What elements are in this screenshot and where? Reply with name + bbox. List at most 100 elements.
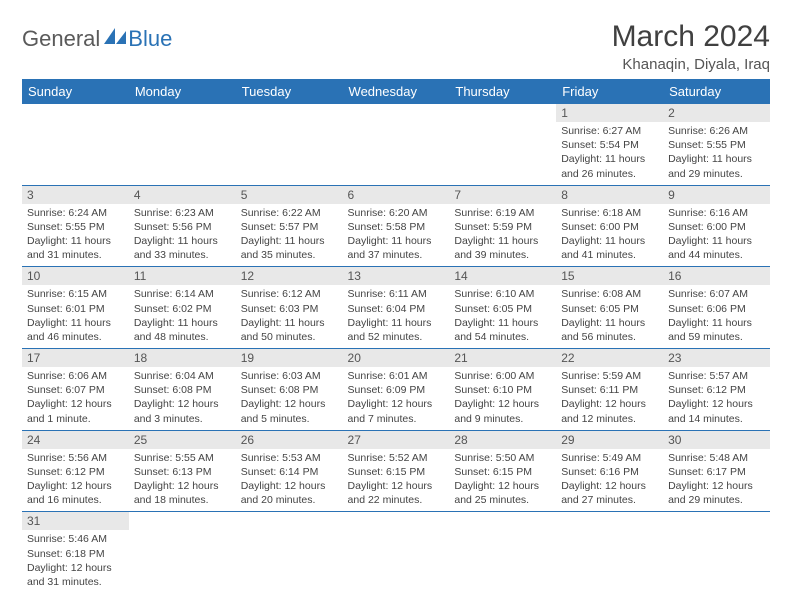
day-number-cell: 18 xyxy=(129,349,236,368)
day-header-row: Sunday Monday Tuesday Wednesday Thursday… xyxy=(22,79,770,104)
day-details-cell: Sunrise: 6:01 AMSunset: 6:09 PMDaylight:… xyxy=(343,367,450,430)
week-details-row: Sunrise: 6:15 AMSunset: 6:01 PMDaylight:… xyxy=(22,285,770,348)
day-detail-line: Sunrise: 5:57 AM xyxy=(668,369,765,383)
header-monday: Monday xyxy=(129,79,236,104)
day-detail-line: and 20 minutes. xyxy=(241,493,338,507)
day-detail-line: Daylight: 12 hours xyxy=(27,561,124,575)
day-detail-line: Sunset: 6:07 PM xyxy=(27,383,124,397)
day-details-cell: Sunrise: 6:27 AMSunset: 5:54 PMDaylight:… xyxy=(556,122,663,185)
day-detail-line: Sunset: 6:04 PM xyxy=(348,302,445,316)
day-detail-line: Sunrise: 6:18 AM xyxy=(561,206,658,220)
day-detail-line: Daylight: 12 hours xyxy=(454,397,551,411)
day-number-cell: 26 xyxy=(236,430,343,449)
day-detail-line: Sunset: 6:16 PM xyxy=(561,465,658,479)
day-details-cell xyxy=(236,122,343,185)
day-detail-line: Sunset: 6:03 PM xyxy=(241,302,338,316)
day-details-cell xyxy=(22,122,129,185)
day-details-cell: Sunrise: 6:03 AMSunset: 6:08 PMDaylight:… xyxy=(236,367,343,430)
logo-sail-icon xyxy=(104,28,126,44)
day-detail-line: Daylight: 11 hours xyxy=(134,316,231,330)
day-number-cell: 5 xyxy=(236,185,343,204)
day-details-cell: Sunrise: 6:18 AMSunset: 6:00 PMDaylight:… xyxy=(556,204,663,267)
day-detail-line: Daylight: 12 hours xyxy=(27,397,124,411)
day-detail-line: Sunrise: 5:49 AM xyxy=(561,451,658,465)
day-details-cell: Sunrise: 6:04 AMSunset: 6:08 PMDaylight:… xyxy=(129,367,236,430)
day-detail-line: and 25 minutes. xyxy=(454,493,551,507)
day-detail-line: Sunset: 5:59 PM xyxy=(454,220,551,234)
week-number-row: 3456789 xyxy=(22,185,770,204)
day-detail-line: Sunrise: 5:59 AM xyxy=(561,369,658,383)
day-details-cell: Sunrise: 6:11 AMSunset: 6:04 PMDaylight:… xyxy=(343,285,450,348)
day-details-cell: Sunrise: 6:19 AMSunset: 5:59 PMDaylight:… xyxy=(449,204,556,267)
day-detail-line: Daylight: 11 hours xyxy=(668,152,765,166)
week-number-row: 24252627282930 xyxy=(22,430,770,449)
day-detail-line: and 5 minutes. xyxy=(241,412,338,426)
day-detail-line: Daylight: 11 hours xyxy=(454,234,551,248)
day-number-cell xyxy=(129,104,236,122)
day-detail-line: Sunset: 6:12 PM xyxy=(27,465,124,479)
day-detail-line: Sunrise: 6:07 AM xyxy=(668,287,765,301)
day-detail-line: Daylight: 11 hours xyxy=(134,234,231,248)
day-detail-line: Daylight: 11 hours xyxy=(561,152,658,166)
day-detail-line: Sunset: 6:00 PM xyxy=(668,220,765,234)
day-detail-line: Daylight: 12 hours xyxy=(134,397,231,411)
day-detail-line: Sunrise: 6:22 AM xyxy=(241,206,338,220)
day-detail-line: Sunset: 6:10 PM xyxy=(454,383,551,397)
day-detail-line: Daylight: 11 hours xyxy=(561,234,658,248)
day-number-cell: 20 xyxy=(343,349,450,368)
day-detail-line: Sunset: 5:58 PM xyxy=(348,220,445,234)
day-detail-line: Sunrise: 5:55 AM xyxy=(134,451,231,465)
day-detail-line: Sunset: 5:55 PM xyxy=(27,220,124,234)
day-detail-line: and 22 minutes. xyxy=(348,493,445,507)
day-detail-line: Sunset: 6:15 PM xyxy=(454,465,551,479)
day-detail-line: and 27 minutes. xyxy=(561,493,658,507)
day-detail-line: and 31 minutes. xyxy=(27,248,124,262)
day-detail-line: and 52 minutes. xyxy=(348,330,445,344)
day-detail-line: Sunrise: 6:26 AM xyxy=(668,124,765,138)
day-detail-line: Sunset: 6:00 PM xyxy=(561,220,658,234)
day-detail-line: Sunset: 6:14 PM xyxy=(241,465,338,479)
day-detail-line: Daylight: 12 hours xyxy=(561,479,658,493)
day-detail-line: and 59 minutes. xyxy=(668,330,765,344)
day-detail-line: and 16 minutes. xyxy=(27,493,124,507)
day-detail-line: and 14 minutes. xyxy=(668,412,765,426)
day-detail-line: and 29 minutes. xyxy=(668,493,765,507)
day-detail-line: Sunrise: 5:50 AM xyxy=(454,451,551,465)
month-title: March 2024 xyxy=(612,20,770,54)
day-number-cell: 1 xyxy=(556,104,663,122)
day-detail-line: Sunset: 6:12 PM xyxy=(668,383,765,397)
header-friday: Friday xyxy=(556,79,663,104)
day-detail-line: Sunset: 6:17 PM xyxy=(668,465,765,479)
day-detail-line: Sunrise: 6:04 AM xyxy=(134,369,231,383)
day-detail-line: Daylight: 12 hours xyxy=(668,397,765,411)
day-number-cell: 23 xyxy=(663,349,770,368)
day-details-cell: Sunrise: 5:53 AMSunset: 6:14 PMDaylight:… xyxy=(236,449,343,512)
day-details-cell: Sunrise: 6:23 AMSunset: 5:56 PMDaylight:… xyxy=(129,204,236,267)
day-detail-line: Daylight: 11 hours xyxy=(454,316,551,330)
day-number-cell: 14 xyxy=(449,267,556,286)
day-details-cell: Sunrise: 5:56 AMSunset: 6:12 PMDaylight:… xyxy=(22,449,129,512)
day-detail-line: and 18 minutes. xyxy=(134,493,231,507)
week-details-row: Sunrise: 5:56 AMSunset: 6:12 PM Daylight:… xyxy=(22,449,770,512)
day-detail-line: Sunset: 6:13 PM xyxy=(134,465,231,479)
day-number-cell xyxy=(449,512,556,531)
day-detail-line: Sunset: 5:55 PM xyxy=(668,138,765,152)
day-detail-line: Sunrise: 6:24 AM xyxy=(27,206,124,220)
day-details-cell: Sunrise: 5:50 AMSunset: 6:15 PMDaylight:… xyxy=(449,449,556,512)
day-details-cell xyxy=(449,530,556,593)
day-detail-line: Sunrise: 5:56 AM xyxy=(27,451,124,465)
day-detail-line: Sunrise: 6:06 AM xyxy=(27,369,124,383)
day-details-cell: Sunrise: 5:48 AMSunset: 6:17 PMDaylight:… xyxy=(663,449,770,512)
day-detail-line: and 9 minutes. xyxy=(454,412,551,426)
day-number-cell xyxy=(236,104,343,122)
day-detail-line: and 26 minutes. xyxy=(561,167,658,181)
day-number-cell: 4 xyxy=(129,185,236,204)
day-details-cell xyxy=(343,530,450,593)
day-number-cell: 29 xyxy=(556,430,663,449)
day-detail-line: Sunrise: 6:19 AM xyxy=(454,206,551,220)
week-details-row: Sunrise: 6:06 AMSunset: 6:07 PMDaylight:… xyxy=(22,367,770,430)
header-tuesday: Tuesday xyxy=(236,79,343,104)
day-detail-line: Daylight: 12 hours xyxy=(134,479,231,493)
day-details-cell xyxy=(236,530,343,593)
day-number-cell: 22 xyxy=(556,349,663,368)
